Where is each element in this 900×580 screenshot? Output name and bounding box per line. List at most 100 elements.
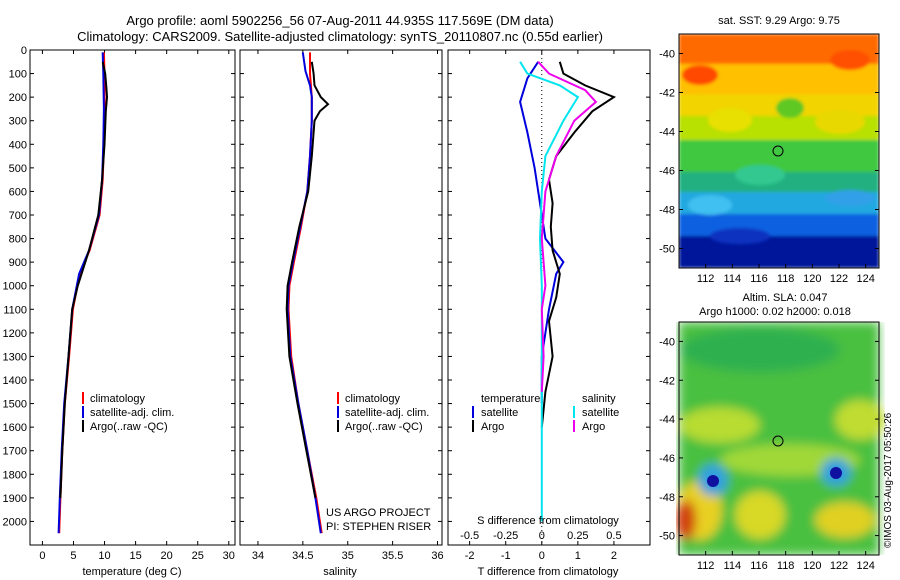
s-tick-label: 0.25 xyxy=(567,530,588,542)
x-tick-label: -2 xyxy=(465,550,475,562)
temperature-series xyxy=(57,52,109,534)
legend-s-satellite: satellite xyxy=(582,407,619,419)
x-tick-label: 35 xyxy=(342,550,354,562)
map-x-tick-label: 122 xyxy=(830,273,848,285)
sst-map-title: sat. SST: 9.29 Argo: 9.75 xyxy=(718,15,840,27)
y-tick-label: 600 xyxy=(9,186,27,198)
map-y-tick-label: -46 xyxy=(659,453,675,465)
y-tick-label: 1600 xyxy=(3,422,27,434)
map-y-tick-label: -42 xyxy=(659,375,675,387)
y-tick-label: 400 xyxy=(9,139,27,151)
float-position-marker-2 xyxy=(772,435,784,447)
legend-argo-2: Argo(..raw -QC) xyxy=(345,421,423,433)
difference-series xyxy=(519,61,617,522)
map-x-tick-label: 124 xyxy=(856,560,874,572)
map-x-tick-label: 118 xyxy=(777,273,795,285)
legend-climatology-2: climatology xyxy=(345,393,401,405)
x-tick-label: 2 xyxy=(611,550,617,562)
s-tick-label: -0.25 xyxy=(493,530,518,542)
series-line xyxy=(286,52,322,534)
x-tick-label: 15 xyxy=(129,550,141,562)
y-tick-label: 800 xyxy=(9,234,27,246)
header-line2: Climatology: CARS2009. Satellite-adjuste… xyxy=(77,29,603,44)
temperature-plot-frame xyxy=(29,49,236,546)
map-y-tick-label: -40 xyxy=(659,336,675,348)
map-x-tick-label: 120 xyxy=(803,560,821,572)
y-tick-label: 1700 xyxy=(3,446,27,458)
salinity-ticks: 34 34.5 35 35.5 36 xyxy=(240,49,444,562)
map-x-tick-label: 112 xyxy=(697,560,715,572)
y-tick-label: 1000 xyxy=(3,281,27,293)
x-tick-label: 34 xyxy=(252,550,264,562)
series-line xyxy=(287,52,323,534)
s-tick-label: -0.5 xyxy=(460,530,479,542)
salinity-series xyxy=(285,52,330,534)
map-x-tick-label: 116 xyxy=(750,560,768,572)
y-tick-label: 200 xyxy=(9,92,27,104)
y-tick-label: 1500 xyxy=(3,399,27,411)
sla-map-title2: Argo h1000: 0.02 h2000: 0.018 xyxy=(699,306,851,318)
series-line xyxy=(57,52,105,534)
x-tick-label: 20 xyxy=(161,550,173,562)
project-note: US ARGO PROJECT xyxy=(326,507,431,519)
legend-argo: Argo(..raw -QC) xyxy=(90,421,168,433)
y-tick-label: 500 xyxy=(9,163,27,175)
x-tick-label: 30 xyxy=(223,550,235,562)
s-difference-label: S difference from climatology xyxy=(477,515,619,527)
y-tick-label: 2000 xyxy=(3,516,27,528)
sst-map xyxy=(678,33,880,269)
series-line xyxy=(59,61,109,498)
imos-stamp: ©IMOS 03-Aug-2017 05:50:26 xyxy=(883,412,894,548)
map-x-tick-label: 120 xyxy=(803,273,821,285)
x-tick-label: 0 xyxy=(39,550,45,562)
y-tick-label: 900 xyxy=(9,257,27,269)
header-line1: Argo profile: aoml 5902256_56 07-Aug-201… xyxy=(126,13,554,28)
map-x-tick-label: 116 xyxy=(750,273,768,285)
x-tick-label: 10 xyxy=(98,550,110,562)
y-tick-label: 700 xyxy=(9,210,27,222)
x-tick-label: 1 xyxy=(575,550,581,562)
x-tick-label: -1 xyxy=(501,550,511,562)
y-tick-label: 100 xyxy=(9,69,27,81)
map-x-tick-label: 114 xyxy=(724,273,742,285)
series-line xyxy=(540,61,617,428)
sst-map-ticks: 112 114 116 118 120 122 124 -40 -42 -44 -46 -48 -50 xyxy=(659,49,879,285)
map-y-tick-label: -44 xyxy=(659,127,675,139)
y-tick-label: 1200 xyxy=(3,328,27,340)
legend-temperature-title: temperature xyxy=(481,393,540,405)
temperature-legend: climatology satellite-adj. clim. Argo(..… xyxy=(82,392,174,433)
map-y-tick-label: -44 xyxy=(659,414,675,426)
salinity-plot-frame xyxy=(239,49,443,546)
map-x-tick-label: 124 xyxy=(856,273,874,285)
map-x-tick-label: 122 xyxy=(830,560,848,572)
map-y-tick-label: -42 xyxy=(659,88,675,100)
x-tick-label: 5 xyxy=(70,550,76,562)
legend-s-argo: Argo xyxy=(582,421,605,433)
x-tick-label: 35.5 xyxy=(382,550,403,562)
series-line xyxy=(537,61,598,392)
difference-legend: temperature satellite Argo salinity sate… xyxy=(472,393,619,433)
legend-salinity-title: salinity xyxy=(582,393,616,405)
map-y-tick-label: -50 xyxy=(659,531,675,543)
sla-map-title1: Altim. SLA: 0.047 xyxy=(743,292,828,304)
map-x-tick-label: 118 xyxy=(777,560,795,572)
y-tick-label: 1800 xyxy=(3,469,27,481)
salinity-legend: climatology satellite-adj. clim. Argo(..… xyxy=(337,392,429,433)
legend-climatology: climatology xyxy=(90,393,146,405)
map-y-tick-label: -40 xyxy=(659,49,675,61)
legend-t-satellite: satellite xyxy=(481,407,518,419)
map-y-tick-label: -46 xyxy=(659,166,675,178)
y-tick-label: 1900 xyxy=(3,493,27,505)
y-tick-label: 1300 xyxy=(3,351,27,363)
series-line xyxy=(519,61,580,522)
series-line xyxy=(285,61,330,499)
sla-map-ticks: 112 114 116 118 120 122 124 -40 -42 -44 -46 -48 -50 xyxy=(659,336,879,572)
s-tick-label: 0 xyxy=(539,530,545,542)
x-tick-label: 0 xyxy=(539,550,545,562)
s-tick-label: 0.5 xyxy=(606,530,621,542)
difference-plot-frame xyxy=(447,49,651,546)
sla-map xyxy=(676,321,885,556)
salinity-xlabel: salinity xyxy=(323,566,357,578)
series-line xyxy=(58,52,106,534)
